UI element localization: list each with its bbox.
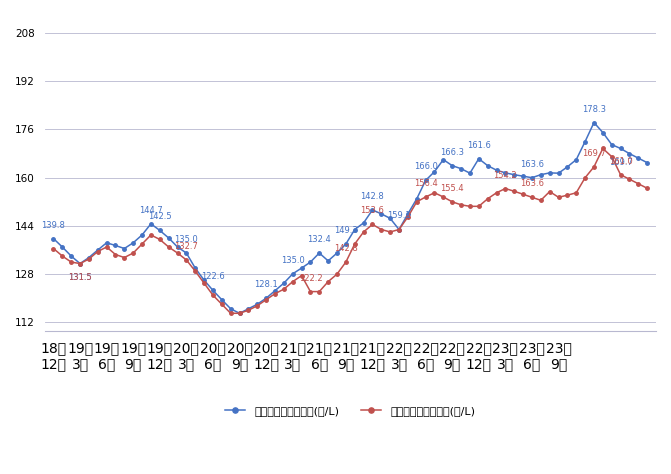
Text: 163.6: 163.6 (520, 160, 544, 169)
Line: レギュラー実売価格(円/L): レギュラー実売価格(円/L) (52, 147, 649, 315)
レギュラー看板価格(円/L) (528, 175, 536, 181)
Text: 122.6: 122.6 (201, 273, 225, 282)
Text: 128.1: 128.1 (254, 280, 278, 289)
Text: 132.7: 132.7 (174, 242, 199, 251)
Text: 161.6: 161.6 (467, 141, 491, 150)
レギュラー看板価格(円/L) (581, 139, 589, 145)
Text: 155.4: 155.4 (440, 184, 464, 193)
Text: 122.2: 122.2 (299, 273, 322, 283)
Text: 178.3: 178.3 (582, 105, 606, 114)
レギュラー看板価格(円/L) (457, 166, 465, 172)
Text: 131.5: 131.5 (68, 273, 92, 282)
Text: 135.0: 135.0 (281, 256, 305, 265)
Text: 154.2: 154.2 (494, 171, 517, 180)
Text: 163.6: 163.6 (520, 179, 544, 188)
レギュラー実売価格(円/L) (599, 146, 607, 151)
Text: 169.7: 169.7 (582, 149, 606, 158)
Text: 132.4: 132.4 (307, 235, 331, 244)
レギュラー実売価格(円/L) (590, 164, 598, 170)
Text: 153.6: 153.6 (360, 206, 384, 215)
Text: 149.3: 149.3 (334, 226, 358, 235)
レギュラー実売価格(円/L) (643, 185, 651, 191)
レギュラー実売価格(円/L) (484, 196, 492, 201)
レギュラー看板価格(円/L) (590, 120, 598, 126)
Text: 139.8: 139.8 (42, 220, 65, 229)
レギュラー実売価格(円/L) (50, 246, 58, 251)
レギュラー看板価格(円/L) (643, 160, 651, 165)
Text: 156.4: 156.4 (414, 179, 437, 188)
レギュラー看板価格(円/L) (236, 310, 244, 316)
レギュラー実売価格(円/L) (581, 175, 589, 181)
レギュラー実売価格(円/L) (608, 154, 616, 159)
Text: 131.5: 131.5 (68, 273, 92, 282)
Legend: レギュラー看板価格(円/L), レギュラー実売価格(円/L): レギュラー看板価格(円/L), レギュラー実売価格(円/L) (221, 401, 480, 421)
Text: 142.8: 142.8 (360, 192, 384, 201)
Text: 144.7: 144.7 (139, 206, 163, 215)
Text: 135.0: 135.0 (174, 235, 198, 244)
Text: 166.3: 166.3 (440, 147, 464, 156)
Line: レギュラー看板価格(円/L): レギュラー看板価格(円/L) (52, 121, 649, 315)
Text: 142.5: 142.5 (148, 212, 172, 221)
レギュラー実売価格(円/L) (528, 194, 536, 200)
Text: 161.0: 161.0 (609, 156, 633, 165)
レギュラー実売価格(円/L) (227, 310, 235, 316)
Text: 169.7: 169.7 (609, 157, 633, 166)
レギュラー実売価格(円/L) (457, 202, 465, 208)
Text: 142.8: 142.8 (334, 244, 358, 253)
Text: 166.0: 166.0 (414, 163, 437, 172)
レギュラー看板価格(円/L) (608, 142, 616, 147)
レギュラー看板価格(円/L) (599, 130, 607, 136)
レギュラー看板価格(円/L) (484, 163, 492, 168)
Text: 159.1: 159.1 (387, 211, 411, 220)
レギュラー看板価格(円/L) (50, 236, 58, 241)
